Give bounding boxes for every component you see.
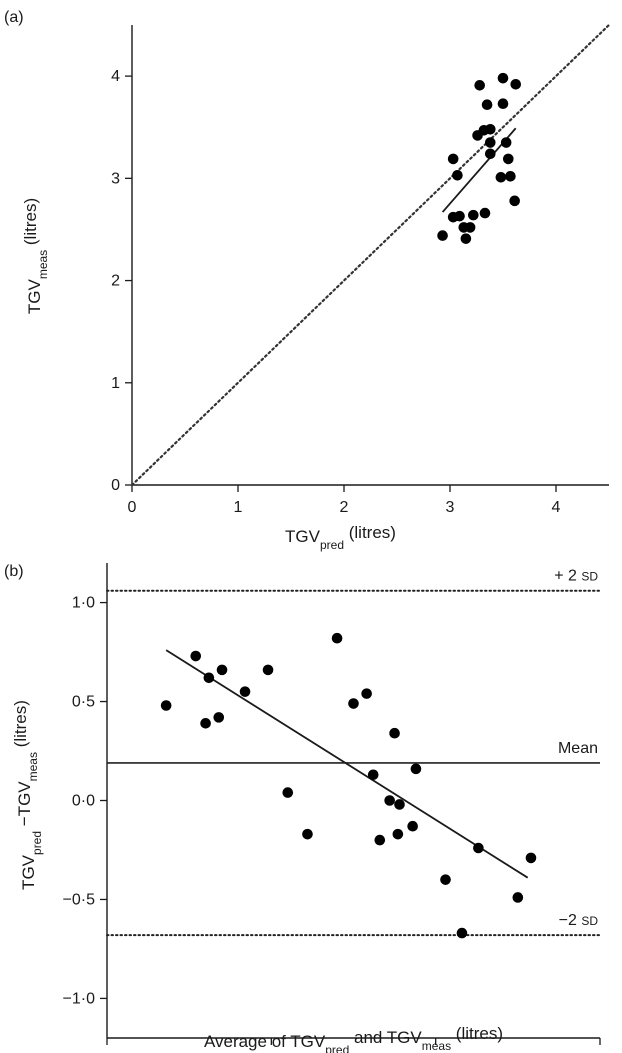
- data-point: [481, 99, 493, 111]
- x-tick-label: 0: [128, 499, 137, 516]
- data-point: [456, 927, 468, 939]
- data-point: [282, 787, 294, 798]
- data-point: [374, 834, 386, 846]
- regression-line: [165, 649, 529, 879]
- panel-b: (b)−1·0−0·50·00·51·02·53·03·54·0+ 2 SDMe…: [4, 563, 612, 1053]
- data-point: [484, 123, 496, 135]
- data-point: [497, 98, 509, 110]
- y-tick-label: 1: [111, 375, 120, 392]
- data-point: [472, 130, 483, 141]
- data-point: [468, 209, 479, 221]
- data-point: [495, 172, 507, 183]
- data-point: [331, 632, 343, 644]
- data-point: [160, 700, 172, 711]
- y-tick-label: 3: [111, 170, 120, 187]
- data-point: [505, 170, 516, 182]
- y-tick-label: 0·0: [72, 793, 95, 810]
- data-point: [509, 195, 520, 207]
- y-axis-title: TGVmeas (litres): [21, 198, 50, 314]
- data-point: [452, 169, 463, 181]
- data-point: [484, 148, 496, 160]
- x-tick-label: 2: [340, 499, 349, 516]
- data-point: [384, 795, 395, 806]
- data-point: [460, 233, 472, 244]
- data-point: [361, 688, 372, 699]
- data-point: [525, 852, 537, 864]
- y-tick-label: 0: [111, 477, 120, 494]
- data-point: [500, 137, 512, 148]
- data-point: [479, 207, 491, 219]
- x-tick-label: 1: [234, 499, 243, 516]
- data-point: [440, 874, 451, 885]
- data-point: [348, 698, 359, 709]
- data-point: [394, 799, 405, 810]
- panel-a: (a) 0 1 2 3 4 0 1 2 3 4 TGVpred (litres) TGVmeas (li…: [4, 9, 611, 552]
- panel-label: (a): [4, 9, 24, 26]
- data-point: [407, 820, 418, 832]
- reference-label-mean: Mean: [558, 740, 598, 757]
- reference-label-upper: + 2 SD: [554, 568, 598, 585]
- data-point: [503, 153, 514, 165]
- data-point: [389, 727, 400, 739]
- y-tick-label: 2: [111, 273, 120, 290]
- data-point: [510, 78, 522, 90]
- identity-line: [130, 23, 611, 487]
- y-tick-label: 4: [111, 68, 120, 85]
- x-tick-label: 3: [446, 499, 455, 516]
- y-tick-label: −0·5: [63, 891, 96, 908]
- data-point: [302, 828, 313, 840]
- data-point: [473, 842, 484, 854]
- y-tick-label: 1·0: [72, 595, 95, 612]
- data-point: [213, 712, 225, 723]
- data-point: [454, 210, 465, 222]
- reference-label-lower: −2 SD: [559, 912, 599, 929]
- data-point: [410, 763, 422, 775]
- data-point: [190, 650, 202, 662]
- data-point: [203, 672, 215, 684]
- data-point: [447, 153, 459, 165]
- y-axis-title: TGVpred −TGVmeas (litres): [11, 700, 44, 890]
- x-axis-title: Average of TGVpred and TGVmeas (litres): [204, 1024, 503, 1053]
- data-point: [484, 137, 496, 148]
- data-point: [392, 828, 404, 840]
- data-point: [474, 80, 485, 91]
- data-point: [512, 892, 524, 903]
- y-tick-label: 0·5: [72, 694, 95, 711]
- data-point: [216, 664, 228, 676]
- x-axis-title: TGVpred (litres): [285, 523, 396, 552]
- data-point: [497, 72, 509, 84]
- data-point: [262, 664, 274, 676]
- data-point: [200, 718, 211, 729]
- data-point: [464, 222, 476, 233]
- panel-label: (b): [4, 563, 24, 580]
- data-point: [239, 686, 251, 697]
- y-tick-label: −1·0: [63, 990, 96, 1007]
- x-tick-label: 4: [552, 499, 561, 516]
- data-point: [437, 230, 448, 241]
- data-point: [367, 769, 379, 781]
